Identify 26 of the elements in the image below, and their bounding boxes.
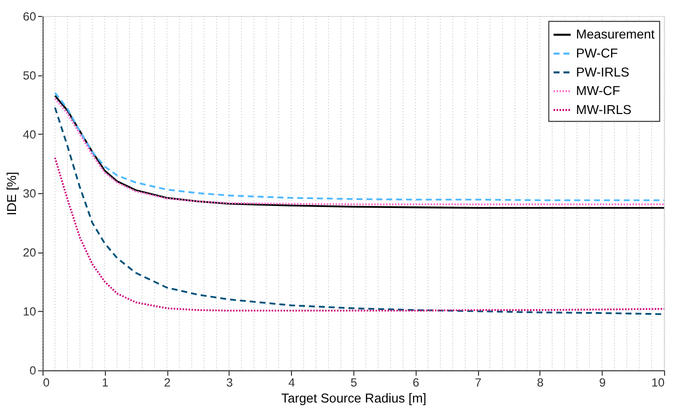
x-tick-label: 0 (43, 376, 50, 390)
y-tick-label: 50 (22, 68, 37, 82)
y-tick-label: 30 (22, 186, 37, 201)
x-tick-label: 4 (288, 376, 296, 390)
x-tick-label: 5 (350, 376, 358, 390)
y-tick-label: 10 (22, 304, 37, 319)
y-tick-label: 40 (22, 128, 37, 142)
y-axis-title: IDE [%] (4, 172, 19, 216)
x-tick-label: 1 (102, 376, 109, 390)
x-tick-label: 9 (599, 376, 606, 390)
y-tick-label: 20 (22, 246, 37, 260)
legend-label: PW-IRLS (576, 64, 630, 80)
legend-label: MW-IRLS (576, 102, 632, 117)
x-tick-label: 8 (536, 376, 544, 390)
legend-label: PW-CF (576, 46, 618, 61)
legend-label: Measurement (576, 26, 656, 42)
x-tick-label: 10 (651, 376, 665, 390)
x-tick-label: 2 (164, 376, 171, 390)
x-tick-label: 3 (226, 376, 234, 390)
x-axis-title: Target Source Radius [m] (281, 390, 426, 406)
y-tick-label: 0 (30, 364, 37, 378)
line-series (54, 156, 665, 312)
x-tick-label: 7 (474, 376, 482, 390)
legend-label: MW-CF (576, 83, 620, 98)
y-tick-label: 60 (22, 9, 37, 24)
x-tick-label: 6 (412, 376, 420, 390)
